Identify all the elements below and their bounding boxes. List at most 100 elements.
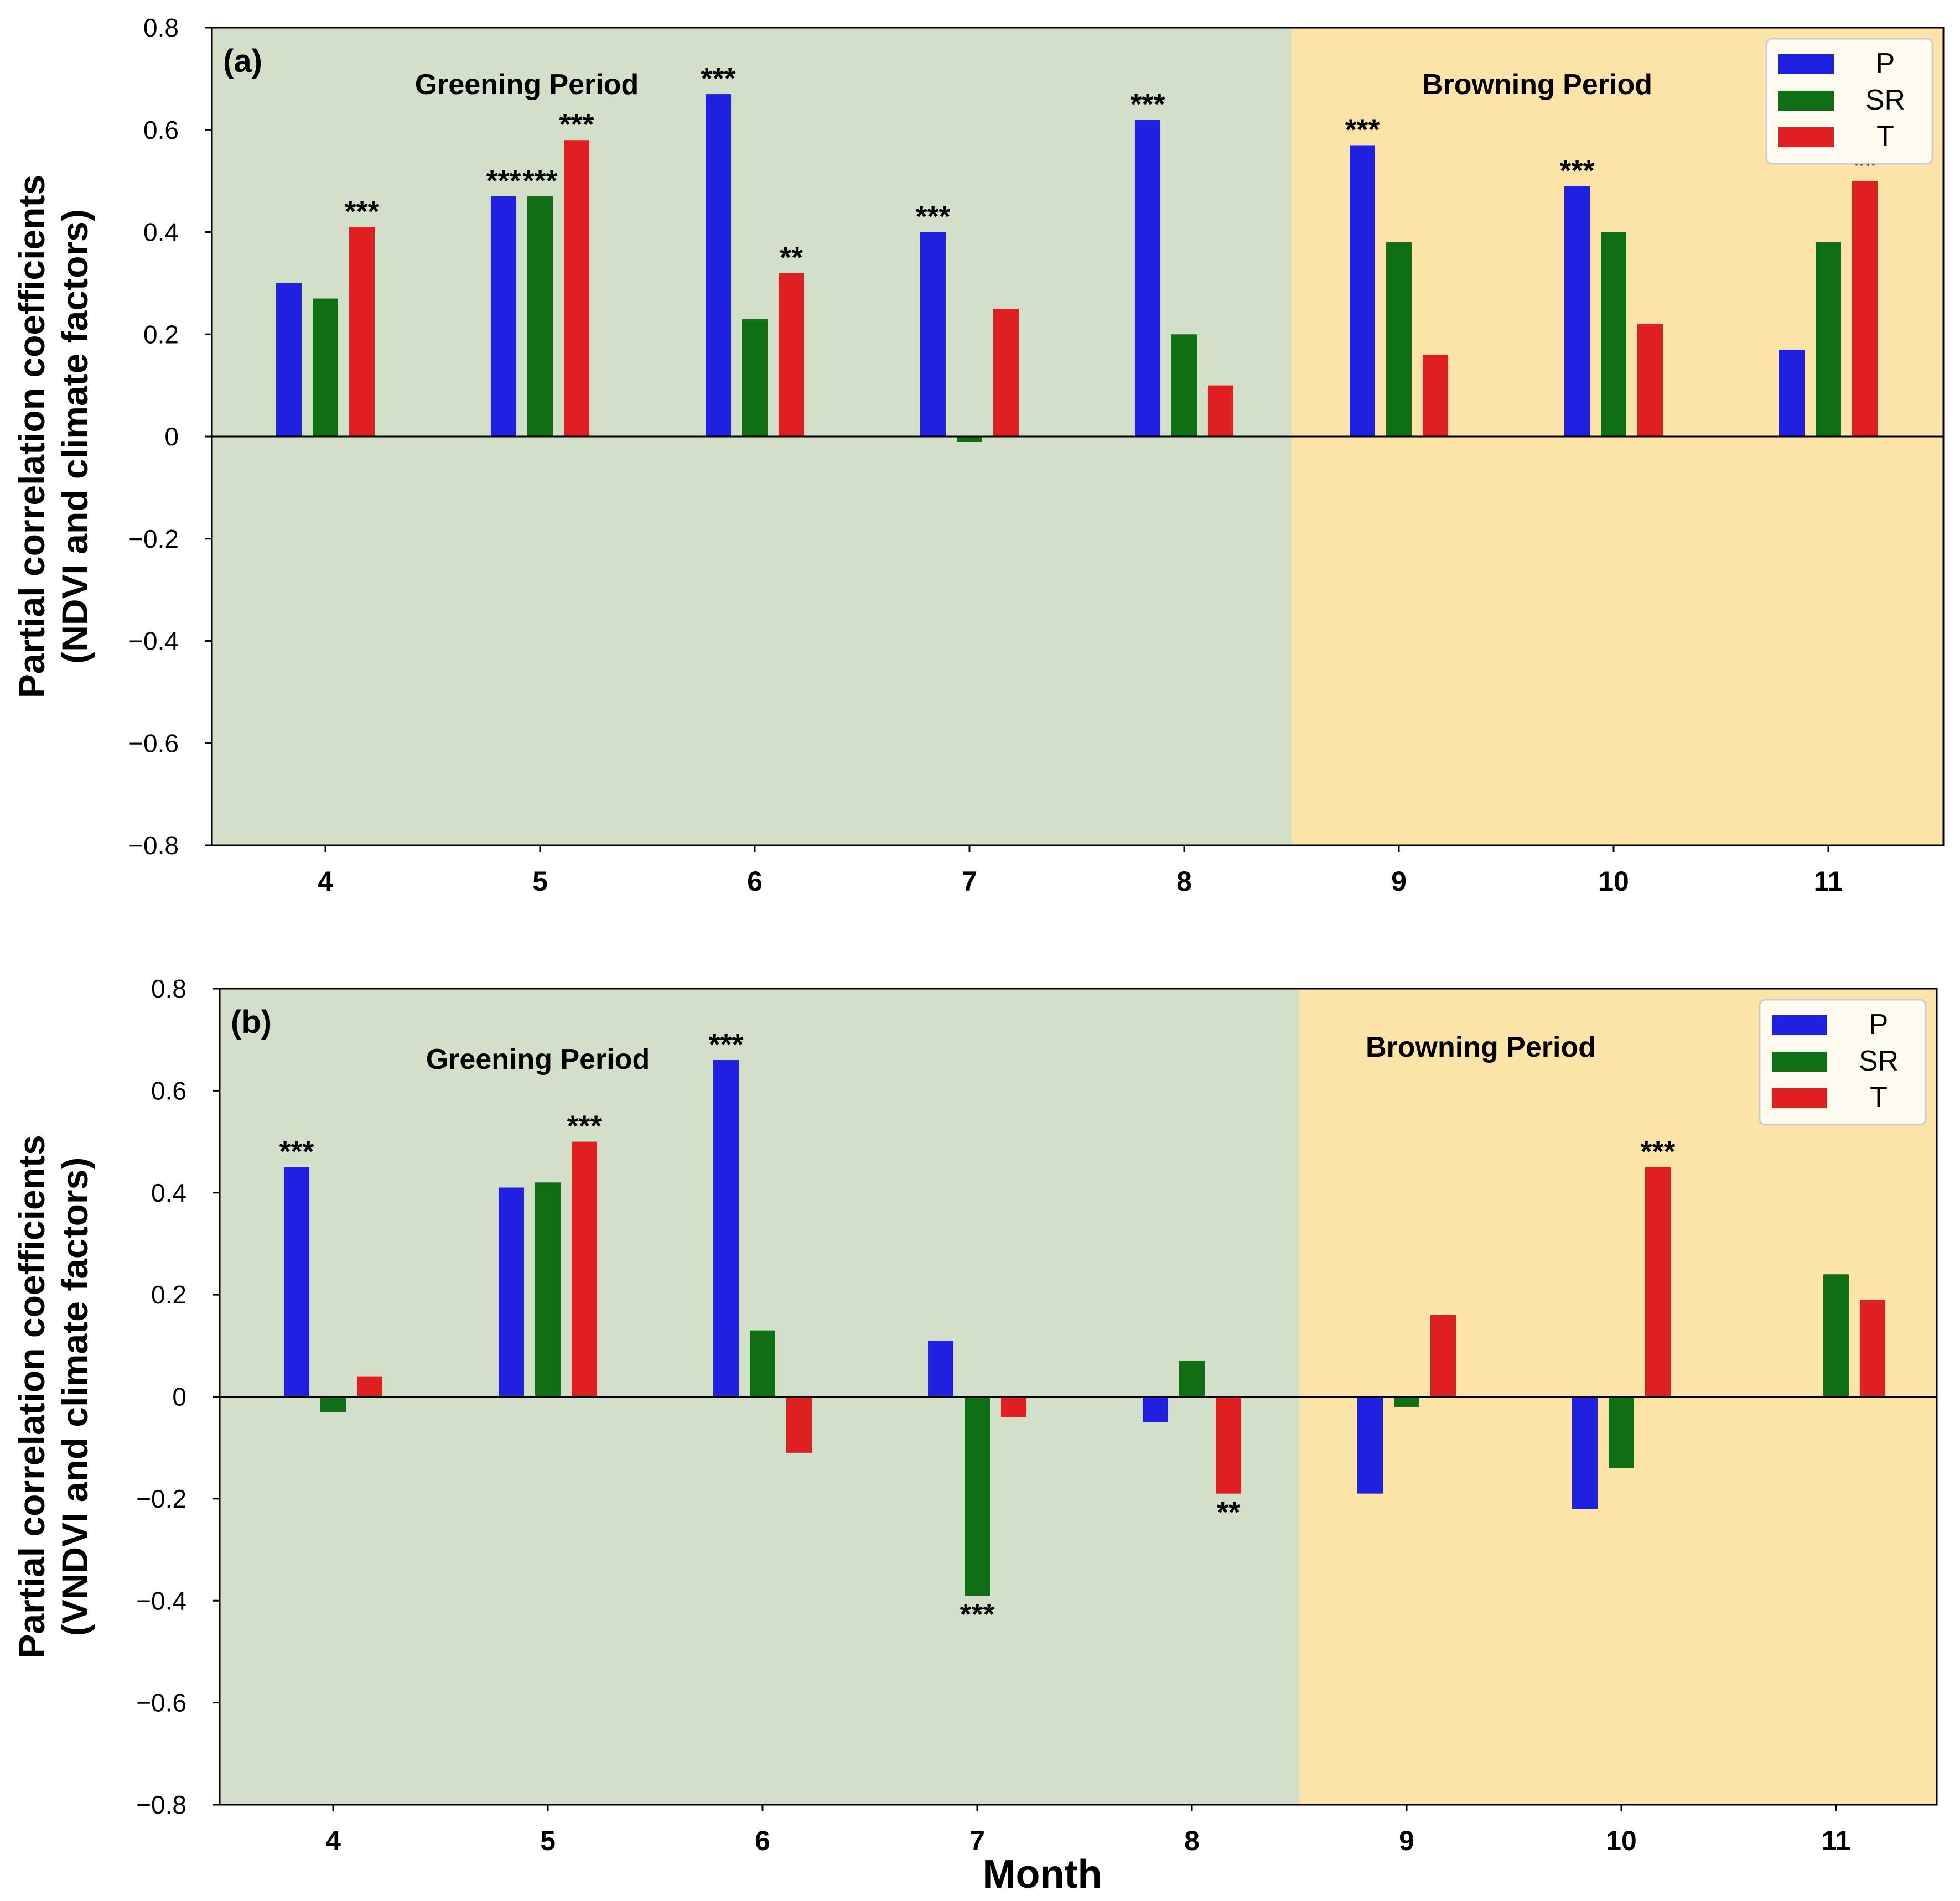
bar-sr-month-11 [1816, 242, 1841, 437]
x-tick-label: 8 [1184, 1825, 1200, 1856]
bar-sr-month-8 [1171, 334, 1197, 437]
x-tick-label: 4 [325, 1825, 341, 1856]
bar-t-month-11 [1860, 1300, 1885, 1397]
bar-t-month-6 [786, 1396, 812, 1453]
y-axis-label-line2: (NDVI and climate factors) [54, 209, 95, 664]
bar-sr-month-4 [320, 1396, 346, 1412]
y-tick-label: −0.4 [136, 1586, 186, 1615]
browning-period-label: Browning Period [1422, 69, 1652, 101]
y-tick-label: 0.8 [143, 13, 179, 42]
y-axis-label-line1: Partial correlation coefficients [11, 1135, 52, 1658]
bar-t-month-8 [1216, 1396, 1241, 1494]
y-tick-label: 0.2 [143, 320, 179, 349]
significance-t-month-5: *** [559, 108, 594, 141]
bar-t-month-10 [1645, 1167, 1671, 1397]
bar-t-month-10 [1637, 324, 1663, 437]
bar-sr-month-6 [750, 1330, 775, 1397]
browning-period-label: Browning Period [1366, 1031, 1596, 1063]
significance-p-month-4: *** [279, 1135, 314, 1168]
significance-p-month-5: *** [486, 164, 521, 198]
y-tick-label: 0.4 [151, 1178, 186, 1207]
bar-sr-month-4 [313, 298, 338, 437]
y-tick-label: −0.8 [128, 831, 179, 860]
x-tick-label: 7 [969, 1825, 985, 1856]
y-tick-label: −0.6 [128, 729, 179, 757]
bar-p-month-5 [499, 1187, 524, 1397]
significance-sr-month-7: *** [960, 1598, 994, 1631]
bar-t-month-5 [572, 1141, 597, 1397]
y-tick-label: 0.2 [151, 1280, 186, 1309]
bar-t-month-8 [1208, 385, 1233, 437]
panel-a: Greening Period Browning Period(a)*******… [11, 13, 1945, 897]
y-axis-label-line1: Partial correlation coefficients [11, 175, 52, 698]
y-axis-label-line2: (VNDVI and climate factors) [54, 1157, 95, 1637]
x-tick-label: 9 [1391, 866, 1407, 897]
panel-b: Greening Period Browning Period(b)*******… [11, 974, 1938, 1897]
x-axis-label: Month [983, 1852, 1102, 1897]
bar-sr-month-8 [1179, 1360, 1205, 1397]
bar-p-month-4 [284, 1167, 309, 1397]
bar-t-month-4 [349, 227, 375, 437]
bar-p-month-6 [713, 1060, 739, 1397]
x-tick-label: 5 [532, 866, 548, 897]
x-tick-label: 6 [755, 1825, 770, 1856]
legend-label-sr: SR [1859, 1045, 1899, 1077]
significance-p-month-9: *** [1345, 113, 1380, 146]
panel-label: (a) [223, 43, 262, 79]
significance-sr-month-5: *** [522, 164, 557, 198]
significance-p-month-10: *** [1559, 154, 1594, 187]
legend-swatch-p [1772, 1015, 1827, 1035]
significance-t-month-6: ** [780, 241, 803, 274]
bar-t-month-9 [1423, 355, 1448, 437]
y-tick-label: 0.6 [151, 1076, 186, 1105]
bar-t-month-11 [1852, 181, 1878, 437]
y-tick-label: −0.6 [136, 1689, 186, 1717]
y-tick-label: 0 [172, 1383, 186, 1411]
panel-label: (b) [231, 1004, 272, 1040]
x-tick-label: 10 [1606, 1825, 1637, 1856]
bar-sr-month-7 [957, 437, 982, 442]
bar-p-month-8 [1135, 120, 1160, 437]
legend-swatch-p [1778, 54, 1834, 74]
bar-sr-month-11 [1823, 1274, 1849, 1397]
x-tick-label: 8 [1176, 866, 1192, 897]
significance-p-month-6: *** [708, 1028, 743, 1061]
legend-swatch-t [1778, 127, 1834, 147]
x-tick-label: 11 [1822, 1825, 1851, 1856]
bar-sr-month-6 [742, 319, 768, 437]
bar-t-month-4 [357, 1376, 382, 1397]
bar-t-month-7 [993, 309, 1019, 437]
bar-sr-month-9 [1394, 1396, 1419, 1407]
significance-t-month-8: ** [1217, 1496, 1240, 1529]
bar-t-month-7 [1001, 1396, 1026, 1417]
bar-sr-month-5 [535, 1182, 561, 1397]
legend: P SR T [1765, 38, 1933, 165]
bar-p-month-7 [920, 232, 946, 437]
bar-sr-month-5 [527, 196, 553, 437]
legend: P SR T [1759, 999, 1927, 1126]
legend-label-p: P [1876, 48, 1895, 80]
greening-period-label: Greening Period [426, 1043, 650, 1076]
y-tick-label: −0.2 [128, 524, 179, 553]
legend-swatch-sr [1772, 1052, 1827, 1072]
bar-sr-month-10 [1601, 232, 1626, 437]
y-tick-label: 0.6 [143, 116, 179, 144]
x-tick-label: 11 [1814, 866, 1843, 897]
bar-p-month-8 [1143, 1396, 1168, 1422]
y-tick-label: −0.4 [128, 627, 179, 656]
greening-period-label: Greening Period [415, 69, 639, 101]
x-tick-label: 6 [747, 866, 763, 897]
bar-p-month-9 [1350, 145, 1375, 437]
y-tick-label: −0.8 [136, 1790, 186, 1819]
y-tick-label: 0.8 [151, 974, 186, 1003]
bar-p-month-7 [928, 1341, 953, 1397]
legend-label-t: T [1876, 121, 1894, 153]
bar-t-month-9 [1430, 1315, 1456, 1397]
x-tick-label: 10 [1598, 866, 1629, 897]
bar-p-month-6 [706, 94, 731, 437]
bar-p-month-9 [1357, 1396, 1383, 1494]
legend-label-t: T [1870, 1082, 1888, 1114]
bar-sr-month-10 [1609, 1396, 1634, 1468]
y-tick-label: 0.4 [143, 218, 179, 247]
bar-p-month-5 [491, 196, 516, 437]
